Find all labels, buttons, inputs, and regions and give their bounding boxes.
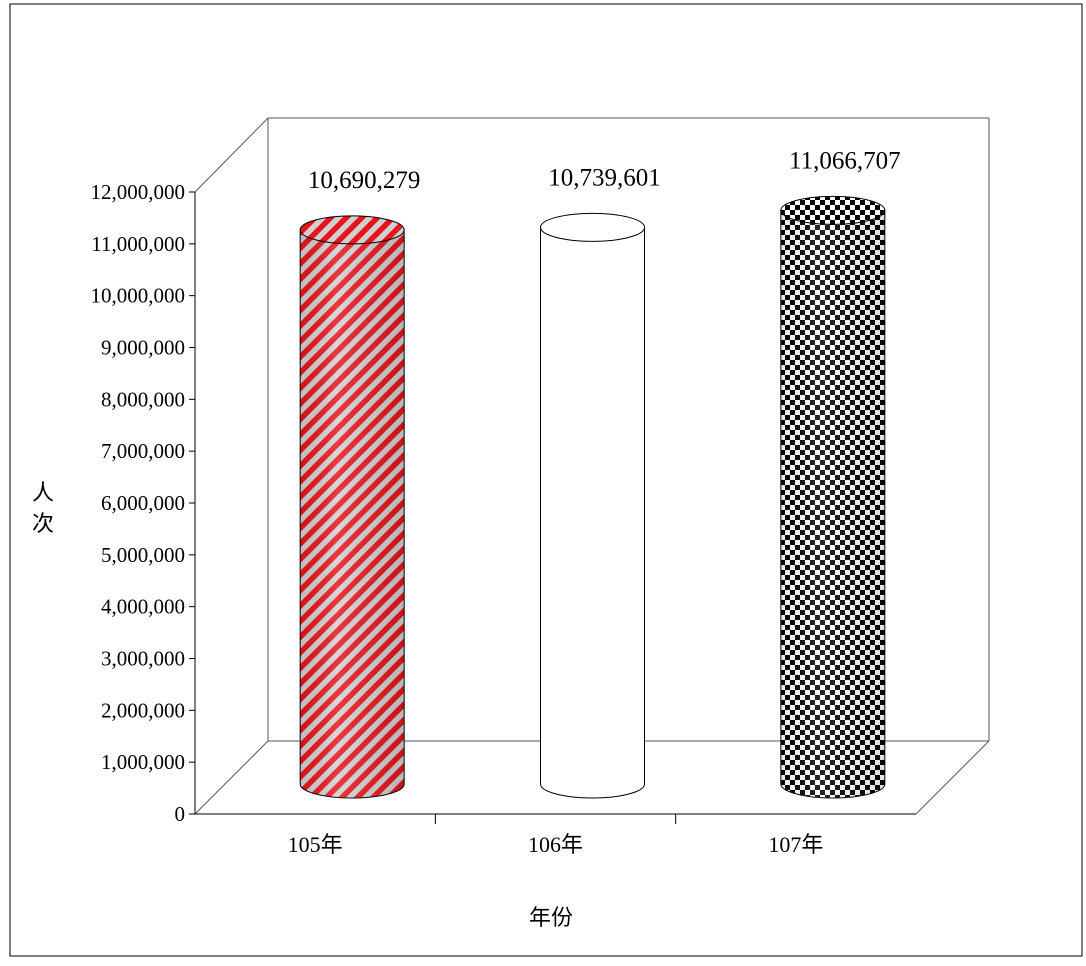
wall-edge: [194, 117, 269, 193]
y-tick-label: 3,000,000: [101, 647, 185, 671]
y-tick-label: 1,000,000: [101, 750, 185, 774]
axes: [189, 191, 916, 824]
y-tick-label: 5,000,000: [101, 543, 185, 567]
y-tick-label: 4,000,000: [101, 595, 185, 619]
wall-edge: [194, 740, 269, 815]
y-tick-label: 7,000,000: [101, 439, 185, 463]
bar-shading: [300, 229, 405, 799]
y-tick-label: 6,000,000: [101, 491, 185, 515]
x-category-label: 106年: [528, 832, 583, 857]
chart-border: [9, 3, 1083, 957]
y-axis-title-char-2: 次: [32, 512, 54, 537]
data-label: 11,066,707: [789, 147, 901, 174]
y-tick-label: 9,000,000: [101, 336, 185, 360]
wall-edge: [915, 740, 990, 815]
bar-106年: [540, 212, 645, 799]
bar-top: [299, 215, 405, 245]
y-tick-label: 10,000,000: [91, 284, 186, 308]
x-category-label: 107年: [768, 832, 823, 857]
data-labels: 10,690,279 10,739,601 11,066,707: [308, 147, 901, 194]
bar-body: [540, 226, 645, 799]
x-category-labels: 105年 106年 107年: [288, 832, 824, 857]
x-axis-title: 年份: [529, 906, 573, 931]
y-tick-label: 12,000,000: [91, 180, 186, 204]
x-category-label: 105年: [288, 832, 343, 857]
y-tick-label: 11,000,000: [91, 232, 185, 256]
bar-top: [780, 195, 886, 225]
bar-105年: [299, 215, 405, 799]
y-axis-title-char-1: 人: [32, 481, 54, 506]
y-tick-label: 8,000,000: [101, 387, 185, 411]
data-label: 10,739,601: [548, 164, 661, 191]
y-tick-label: 2,000,000: [101, 698, 185, 722]
bar-series: [299, 195, 886, 799]
y-tick-labels: 0 1,000,000 2,000,000 3,000,000 4,000,000 5,0…: [91, 180, 186, 826]
bar-top: [540, 212, 645, 242]
bar-shading: [780, 210, 885, 799]
data-label: 10,690,279: [308, 167, 421, 194]
bar-107年: [780, 195, 886, 799]
y-tick-label: 0: [175, 802, 186, 826]
